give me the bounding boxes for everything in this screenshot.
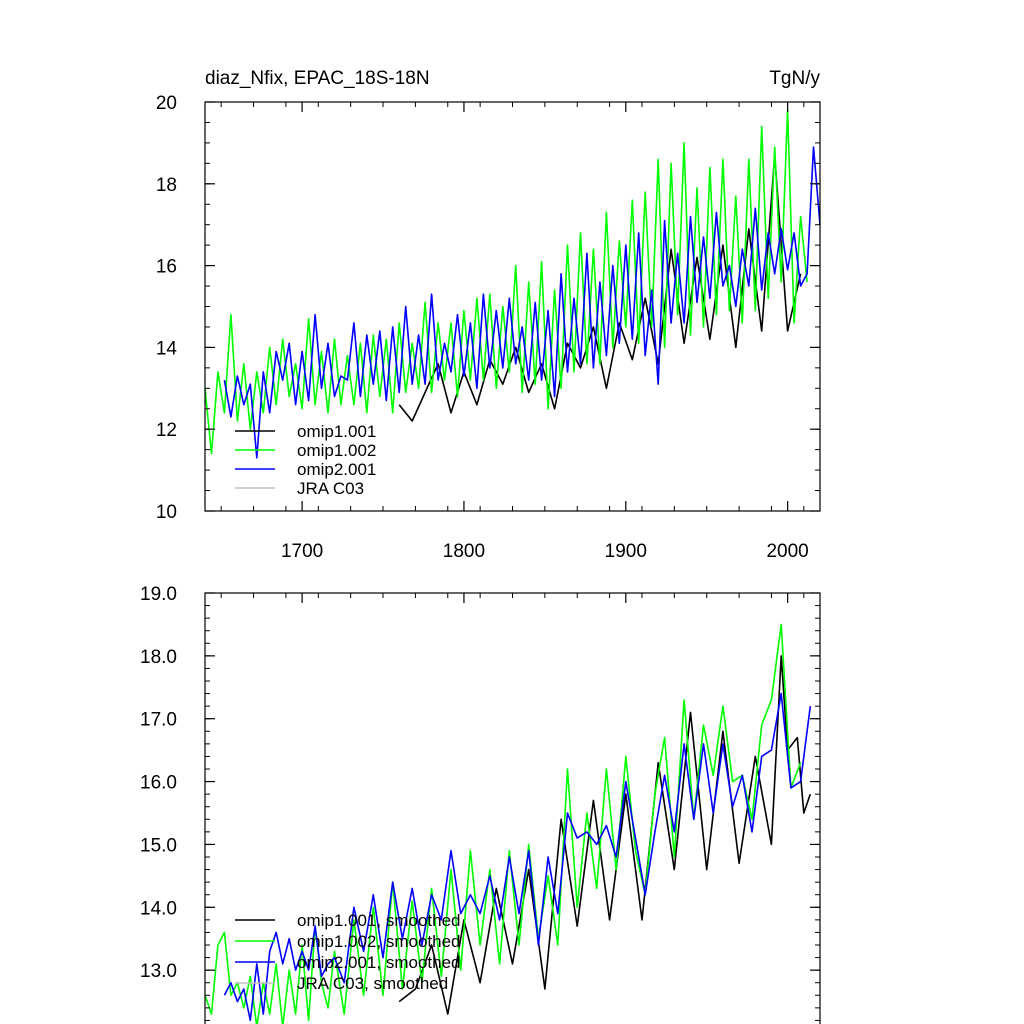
series-line-1	[204, 623, 802, 1024]
legend-label-0: omip1.001	[297, 422, 376, 441]
y-tick-label: 16	[156, 257, 177, 278]
series-line-2	[223, 692, 812, 1022]
y-tick-label: 16.0	[140, 773, 177, 794]
bottom-axis-ticks: 12.013.014.015.016.017.018.019.0	[140, 584, 820, 1021]
top-panel: diaz_Nfix, EPAC_18S-18N TgN/y 10 12 14 16 18…	[156, 68, 821, 562]
x-tick-label: 1700	[281, 541, 323, 562]
y-tick-label: 10	[156, 502, 177, 523]
y-tick-label: 12	[156, 420, 177, 441]
bottom-panel: 12.013.014.015.016.017.018.019.0 omip1.0…	[140, 584, 821, 1024]
x-tick-label: 1900	[605, 541, 647, 562]
y-tick-label: 20	[156, 93, 177, 114]
legend-label-1: omip1.002	[297, 441, 376, 460]
bottom-legend: omip1.001, smoothed omip1.002, smoothed om…	[235, 911, 461, 993]
top-panel-units: TgN/y	[769, 68, 820, 89]
legend-label-2: omip2.001	[297, 460, 376, 479]
y-tick-label: 15.0	[140, 835, 177, 856]
bottom-plot-frame	[204, 592, 821, 1024]
legend-label-3: JRA C03	[297, 479, 364, 498]
legend-label-1: omip1.002, smoothed	[297, 932, 461, 951]
series-line-2	[223, 146, 821, 459]
x-tick-label: 1800	[443, 541, 485, 562]
legend-label-3: JRA C03, smoothed	[297, 974, 448, 993]
y-tick-label: 19.0	[140, 584, 177, 605]
top-panel-title: diaz_Nfix, EPAC_18S-18N	[205, 68, 430, 89]
legend-label-2: omip2.001, smoothed	[297, 953, 461, 972]
legend-label-0: omip1.001, smoothed	[297, 911, 461, 930]
y-tick-label: 18	[156, 175, 177, 196]
y-tick-label: 13.0	[140, 961, 177, 982]
bottom-series-lines	[204, 623, 812, 1024]
y-tick-label: 17.0	[140, 710, 177, 731]
series-line-0	[398, 655, 812, 1015]
y-tick-label: 14.0	[140, 898, 177, 919]
top-plot-frame	[204, 101, 821, 512]
y-tick-label: 18.0	[140, 647, 177, 668]
top-series-lines	[204, 109, 821, 459]
y-tick-label: 14	[156, 338, 178, 359]
x-tick-label: 2000	[766, 541, 808, 562]
